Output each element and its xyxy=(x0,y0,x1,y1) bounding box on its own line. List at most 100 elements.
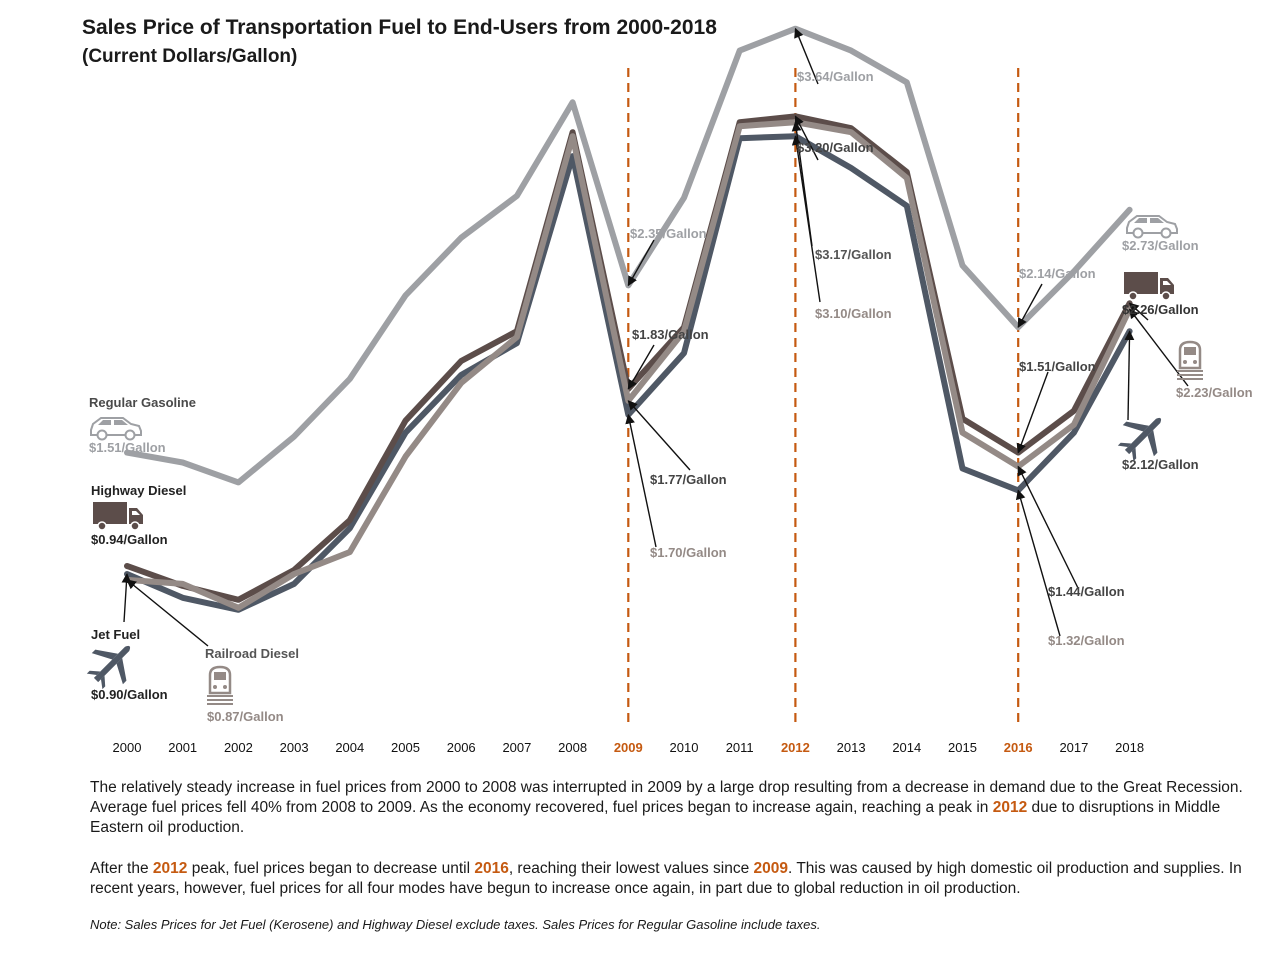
annotation-arrow xyxy=(1017,283,1043,329)
annotation-arrow xyxy=(625,413,657,548)
annotation-arrow xyxy=(1015,489,1061,637)
annotation-label: $2.12/Gallon xyxy=(1122,457,1199,472)
paragraph-text: peak, fuel prices began to decrease unti… xyxy=(187,860,475,877)
paragraph-text: After the xyxy=(90,860,153,877)
truck-wheel xyxy=(130,521,140,531)
truck-trailer xyxy=(1124,272,1158,294)
x-tick-label: 2002 xyxy=(224,740,253,755)
truck-wheel xyxy=(97,521,107,531)
highlight-year: 2009 xyxy=(753,860,788,877)
x-tick-label: 2018 xyxy=(1115,740,1144,755)
airplane-icon xyxy=(1117,417,1162,462)
truck-window xyxy=(132,511,140,515)
annotation-label: $2.14/Gallon xyxy=(1019,266,1096,281)
car-wheel xyxy=(124,429,136,441)
airplane-icon xyxy=(86,645,131,690)
truck-window xyxy=(1163,281,1171,285)
fuel-price-line-chart: 2000 2001 2002 2003 2004 2005 2006 2007 2008 2009… xyxy=(86,25,1253,755)
train-light xyxy=(223,685,227,689)
train-light xyxy=(213,685,217,689)
x-tick-label: 2016 xyxy=(1004,740,1033,755)
x-tick-label: 2011 xyxy=(726,740,754,755)
truck-icon xyxy=(1124,272,1174,301)
annotation-arrow xyxy=(627,344,655,390)
annotation-label: Railroad Diesel xyxy=(205,646,299,661)
highlight-year: 2012 xyxy=(992,799,1028,816)
car-body xyxy=(1126,215,1178,234)
train-icon xyxy=(207,665,233,705)
highlight-year: 2012 xyxy=(152,860,188,877)
truck-wheel xyxy=(1128,291,1138,301)
train-icon xyxy=(1177,340,1203,380)
annotation-label: $0.87/Gallon xyxy=(207,709,284,724)
x-tick-label: 2006 xyxy=(447,740,476,755)
annotation-label: Highway Diesel xyxy=(91,483,186,498)
car-window xyxy=(98,420,128,425)
paragraph-recession: The relatively steady increase in fuel p… xyxy=(90,778,1250,838)
annotation-arrow xyxy=(627,400,691,471)
annotation-label: $0.94/Gallon xyxy=(91,532,168,547)
x-tick-label: 2003 xyxy=(280,740,309,755)
x-tick-label: 2014 xyxy=(892,740,921,755)
annotation-label: $1.70/Gallon xyxy=(650,545,727,560)
train-body xyxy=(208,665,232,695)
plane-tail xyxy=(1117,442,1137,462)
annotation-label: $1.83/Gallon xyxy=(632,327,709,342)
x-tick-label: 2008 xyxy=(558,740,587,755)
annotation-label: $0.90/Gallon xyxy=(91,687,168,702)
annotation-label: $3.64/Gallon xyxy=(797,69,874,84)
car-icon xyxy=(90,417,142,441)
x-tick-label: 2015 xyxy=(948,740,977,755)
annotation-label: $2.73/Gallon xyxy=(1122,238,1199,253)
annotation-label: $1.32/Gallon xyxy=(1048,633,1125,648)
annotation-label: $1.77/Gallon xyxy=(650,472,727,487)
paragraph-decline: After the 2012 peak, fuel prices began t… xyxy=(90,859,1250,899)
annotation-label: $1.44/Gallon xyxy=(1048,584,1125,599)
x-tick-label: 2007 xyxy=(502,740,531,755)
plane-wing xyxy=(1122,421,1158,457)
annotation-label: Regular Gasoline xyxy=(89,395,196,410)
x-tick-label: 2001 xyxy=(168,740,197,755)
train-track xyxy=(207,695,233,705)
car-wheel xyxy=(1160,227,1172,239)
x-tick-label: 2013 xyxy=(837,740,866,755)
annotation-arrow xyxy=(1124,330,1135,421)
paragraph-text: due to disruptions in Middle Eastern oil… xyxy=(90,799,1221,836)
plane-wing xyxy=(91,649,127,685)
car-window xyxy=(1134,218,1164,223)
paragraph-text: The relatively steady increase in fuel p… xyxy=(90,779,1243,816)
annotation-label: $3.10/Gallon xyxy=(815,306,892,321)
x-tick-label: 2000 xyxy=(113,740,142,755)
x-tick-label: 2004 xyxy=(335,740,364,755)
x-tick-label: 2010 xyxy=(670,740,699,755)
car-icon xyxy=(1126,215,1178,239)
annotation-arrow xyxy=(794,27,819,85)
train-light xyxy=(1193,360,1197,364)
truck-trailer xyxy=(93,502,127,524)
paragraph-text: . This was caused by high domestic oil p… xyxy=(90,860,1242,897)
annotation-arrow xyxy=(1017,465,1079,589)
truck-icon xyxy=(93,502,143,531)
x-tick-label: 2012 xyxy=(781,740,810,755)
annotation-label: $1.51/Gallon xyxy=(1019,359,1096,374)
annotation-label: $2.26/Gallon xyxy=(1122,302,1199,317)
train-light xyxy=(1183,360,1187,364)
chart-title: Sales Price of Transportation Fuel to En… xyxy=(82,16,717,39)
annotation-arrow xyxy=(1016,371,1049,454)
chart-subtitle: (Current Dollars/Gallon) xyxy=(82,46,298,67)
train-window xyxy=(214,672,226,680)
x-tick-label: 2009 xyxy=(614,740,643,755)
annotation-arrow xyxy=(627,239,655,287)
plane-tail xyxy=(86,670,106,690)
annotation-arrow xyxy=(791,135,821,303)
car-body xyxy=(90,417,142,436)
plane-fuselage xyxy=(1124,417,1162,455)
x-tick-label: 2017 xyxy=(1059,740,1088,755)
train-track xyxy=(1177,370,1203,380)
paragraph-text: , reaching their lowest values since xyxy=(508,860,754,877)
car-wheel xyxy=(1132,227,1144,239)
annotation-arrow xyxy=(126,579,209,647)
annotation-label: $1.51/Gallon xyxy=(89,440,166,455)
annotation-label: Jet Fuel xyxy=(91,627,140,642)
x-tick-label: 2005 xyxy=(391,740,420,755)
